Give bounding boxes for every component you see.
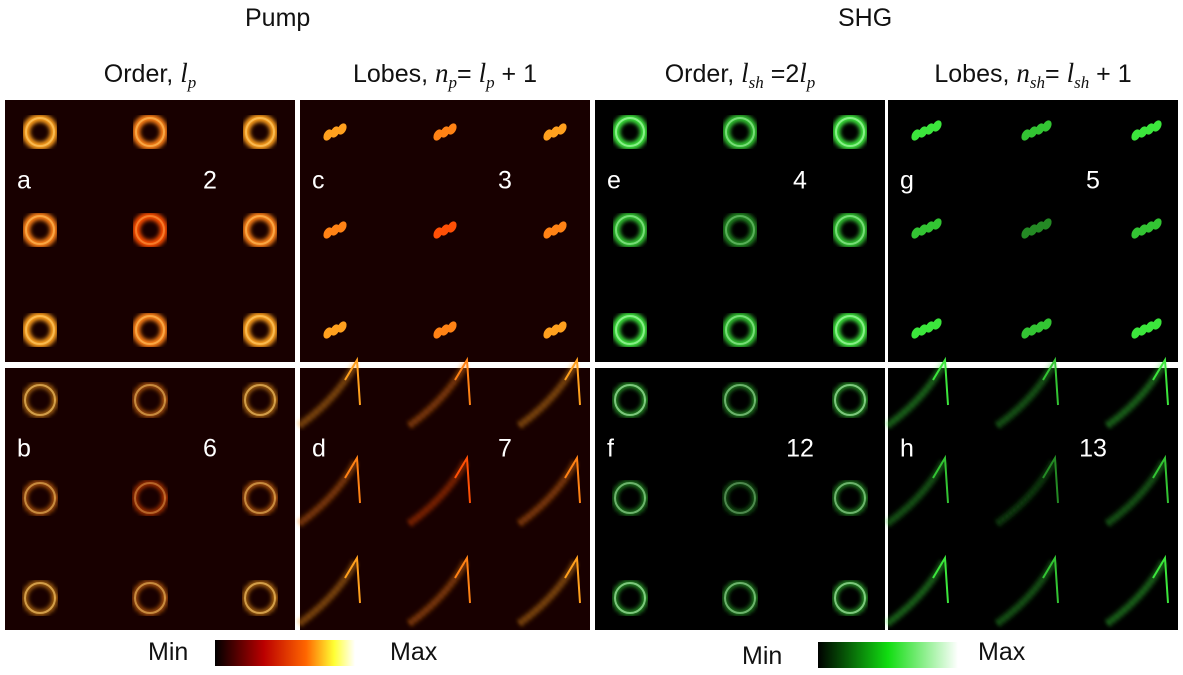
panel-letter: g: [900, 167, 914, 195]
header-part: sh: [1030, 73, 1045, 92]
header-part: l: [479, 58, 487, 88]
header-part: p: [486, 73, 495, 92]
header-part: Lobes,: [353, 60, 435, 88]
panel-bg: [595, 368, 885, 630]
colorbar-max: Max: [978, 638, 1025, 667]
panel-letter: f: [607, 435, 614, 463]
header-part: Order,: [665, 60, 741, 88]
header-part: l: [799, 58, 807, 88]
header-part: l: [1067, 58, 1075, 88]
column-header: Order, lp: [5, 58, 295, 93]
colorbar-min: Min: [148, 638, 188, 667]
header-part: n: [435, 58, 449, 88]
panel-letter: d: [312, 435, 326, 463]
panel: e4: [595, 100, 885, 362]
panel-number: 12: [786, 435, 814, 463]
panel-letter: a: [17, 167, 31, 195]
panel-number: 7: [498, 435, 512, 463]
header-part: =: [1045, 60, 1067, 88]
shg-title: SHG: [838, 4, 892, 33]
header-part: sh: [1074, 73, 1089, 92]
panel-letter: e: [607, 167, 621, 195]
header-part: l: [741, 58, 749, 88]
panel-number: 4: [793, 167, 807, 195]
colorbar-min: Min: [742, 642, 782, 671]
panel-number: 3: [498, 167, 512, 195]
panel-letter: b: [17, 435, 31, 463]
header-part: Order,: [104, 60, 180, 88]
panel-letter: c: [312, 167, 325, 195]
header-part: p: [807, 73, 816, 92]
header-part: l: [180, 58, 188, 88]
colorbar-pump: [215, 640, 355, 666]
column-header: Lobes, np= lp + 1: [300, 58, 590, 93]
colorbar-max: Max: [390, 638, 437, 667]
panel-number: 2: [203, 167, 217, 195]
panel-bg: [5, 368, 295, 630]
panel: h 13: [888, 360, 1178, 630]
pump-title: Pump: [245, 4, 310, 33]
panel-number: 6: [203, 435, 217, 463]
panel: g5: [888, 100, 1178, 362]
header-part: n: [1016, 58, 1030, 88]
colorbar-shg: [818, 642, 958, 668]
panel-letter: h: [900, 435, 914, 463]
header-part: =: [457, 60, 479, 88]
figure: a2c3e4g5b6d7f12h13 Pump SHG Min Max Min …: [0, 0, 1183, 675]
header-part: =2: [764, 60, 799, 88]
panel-number: 13: [1079, 435, 1107, 463]
column-header: Order, lsh =2lp: [595, 58, 885, 93]
header-part: + 1: [1089, 60, 1131, 88]
header-part: Lobes,: [934, 60, 1016, 88]
panels: a2c3e4g5b6d7f12h13: [0, 0, 1183, 675]
header-part: p: [449, 73, 458, 92]
column-header: Lobes, nsh= lsh + 1: [888, 58, 1178, 93]
header-part: sh: [749, 73, 764, 92]
panel: f 12: [595, 368, 885, 630]
panel: a2: [5, 100, 295, 362]
header-part: + 1: [495, 60, 537, 88]
panel-number: 5: [1086, 167, 1100, 195]
header-part: p: [188, 73, 197, 92]
